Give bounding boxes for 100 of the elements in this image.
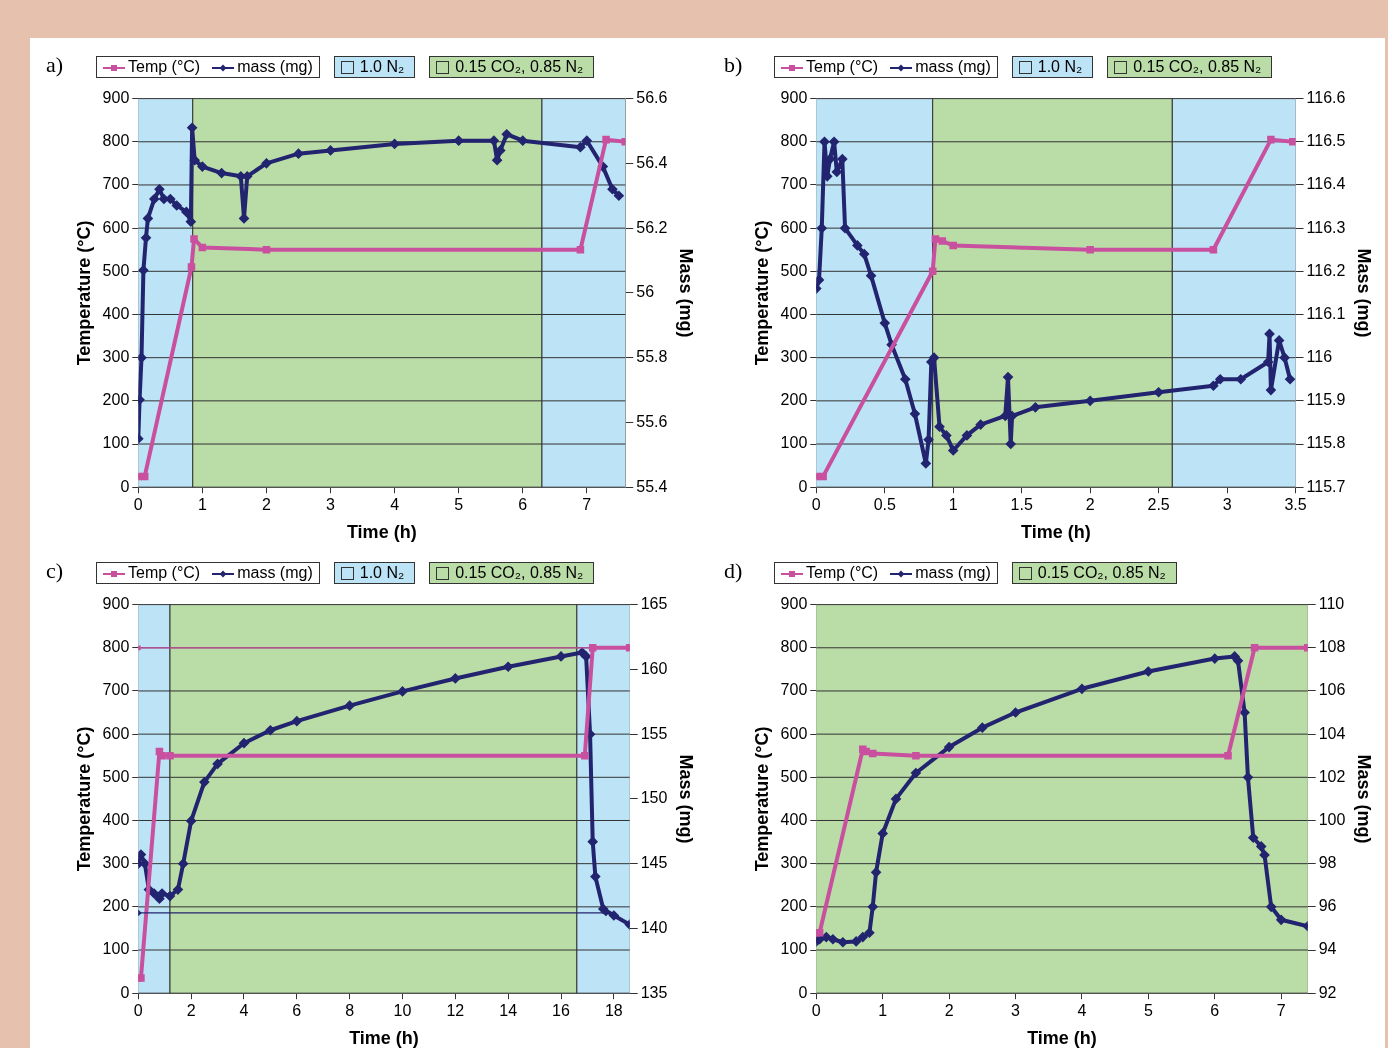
y2-tick-label: 116	[1306, 348, 1333, 366]
band-label: 0.15 CO₂, 0.85 N₂	[1037, 564, 1166, 582]
x-tick-label: 6	[518, 496, 528, 514]
y-tick-label: 400	[780, 810, 808, 828]
legend-label: mass (mg)	[915, 58, 991, 75]
x-tick-label: 0.5	[873, 496, 896, 514]
x-tick-label: 2	[1085, 496, 1095, 514]
y2-tick-label: 110	[1318, 595, 1345, 613]
x-tick-label: 4	[390, 496, 400, 514]
band-label: 0.15 CO₂, 0.85 N₂	[1133, 58, 1262, 76]
x-tick-label: 5	[454, 496, 464, 514]
y-tick-label: 300	[102, 854, 130, 872]
y-tick-label: 300	[102, 348, 130, 366]
y2-tick-label: 94	[1318, 940, 1337, 958]
y-tick-label: 300	[780, 854, 808, 872]
y2-tick-label: 115.9	[1306, 391, 1346, 409]
x-tick-label: 3	[1011, 1002, 1021, 1020]
chart-title: d)	[724, 558, 743, 584]
y2-tick-label: 55.8	[636, 348, 668, 366]
y2-tick-label: 116.3	[1306, 218, 1346, 236]
y2-axis-title: Mass (mg)	[1354, 754, 1375, 844]
chart-title: a)	[46, 52, 64, 78]
x-tick-label: 10	[393, 1002, 412, 1020]
x-tick-label: 1	[948, 496, 958, 514]
legend-label: mass (mg)	[237, 564, 313, 581]
y-tick-label: 600	[102, 218, 130, 236]
y2-tick-label: 160	[640, 659, 668, 677]
band-label: 0.15 CO₂, 0.85 N₂	[455, 564, 584, 582]
x-tick-label: 1.5	[1010, 496, 1033, 514]
y2-tick-label: 104	[1318, 724, 1346, 742]
legend-label: 1.0 N₂	[359, 58, 405, 76]
y-tick-label: 800	[102, 132, 130, 150]
x-tick-label: 7	[1276, 1002, 1286, 1020]
chart-title: b)	[724, 52, 743, 78]
y-axis-title: Temperature (°C)	[751, 220, 772, 366]
legend-label: mass (mg)	[915, 564, 991, 581]
y2-tick-label: 116.4	[1306, 175, 1346, 193]
y2-tick-label: 155	[640, 724, 668, 742]
y2-tick-label: 115.8	[1306, 434, 1346, 452]
y-tick-label: 700	[102, 175, 130, 193]
x-tick-label: 1	[197, 496, 207, 514]
legend-label: Temp (°C)	[806, 564, 879, 581]
y2-tick-label: 115.7	[1306, 477, 1346, 495]
y2-tick-label: 108	[1318, 638, 1346, 656]
x-tick-label: 0	[133, 1002, 143, 1020]
x-tick-label: 7	[582, 496, 592, 514]
y-tick-label: 400	[780, 304, 808, 322]
y-axis-title: Temperature (°C)	[751, 726, 772, 872]
y-tick-label: 200	[780, 897, 808, 915]
x-tick-label: 5	[1143, 1002, 1153, 1020]
y2-tick-label: 116.2	[1306, 261, 1346, 279]
x-tick-label: 2	[944, 1002, 954, 1020]
x-tick-label: 0	[811, 496, 821, 514]
x-axis-title: Time (h)	[346, 522, 417, 543]
legend-label: Temp (°C)	[128, 58, 201, 75]
y2-axis-title: Mass (mg)	[1354, 248, 1375, 338]
y-tick-label: 0	[798, 983, 808, 1001]
band-label: 0.15 CO₂, 0.85 N₂	[455, 58, 584, 76]
y-axis-title: Temperature (°C)	[73, 726, 94, 872]
y-tick-label: 600	[780, 724, 808, 742]
y-axis-title: Temperature (°C)	[73, 220, 94, 366]
y2-tick-label: 150	[640, 789, 668, 807]
y2-tick-label: 106	[1318, 681, 1346, 699]
y2-tick-label: 92	[1318, 983, 1337, 1001]
y-tick-label: 0	[120, 983, 130, 1001]
y2-tick-label: 116.1	[1306, 304, 1346, 322]
x-axis-title: Time (h)	[1021, 522, 1091, 543]
y2-axis-title: Mass (mg)	[676, 754, 697, 844]
y-tick-label: 100	[780, 940, 808, 958]
y-tick-label: 500	[102, 261, 130, 279]
y2-tick-label: 140	[640, 918, 668, 936]
x-tick-label: 1	[878, 1002, 888, 1020]
legend-label: Temp (°C)	[128, 564, 201, 581]
y2-tick-label: 102	[1318, 767, 1346, 785]
y2-tick-label: 96	[1318, 897, 1337, 915]
y-tick-label: 400	[102, 304, 130, 322]
y-tick-label: 700	[780, 175, 808, 193]
x-tick-label: 18	[604, 1002, 623, 1020]
x-tick-label: 4	[239, 1002, 249, 1020]
x-tick-label: 3	[1222, 496, 1232, 514]
y-tick-label: 500	[780, 767, 808, 785]
y2-tick-label: 100	[1318, 810, 1346, 828]
y-tick-label: 400	[102, 810, 130, 828]
y2-tick-label: 56	[636, 283, 655, 301]
x-tick-label: 12	[446, 1002, 465, 1020]
y2-tick-label: 135	[640, 983, 668, 1001]
legend-label: Temp (°C)	[806, 58, 879, 75]
y-tick-label: 600	[102, 724, 130, 742]
y2-tick-label: 56.2	[636, 218, 668, 236]
x-tick-label: 6	[1210, 1002, 1220, 1020]
legend-label: 1.0 N₂	[1037, 58, 1083, 76]
y-tick-label: 900	[102, 89, 130, 107]
y2-tick-label: 55.4	[636, 477, 668, 495]
x-tick-label: 2.5	[1147, 496, 1170, 514]
x-tick-label: 16	[552, 1002, 571, 1020]
y-tick-label: 0	[120, 477, 130, 495]
y-tick-label: 800	[780, 132, 808, 150]
x-tick-label: 14	[499, 1002, 518, 1020]
chart-title: c)	[46, 558, 64, 584]
y2-axis-title: Mass (mg)	[676, 248, 697, 338]
